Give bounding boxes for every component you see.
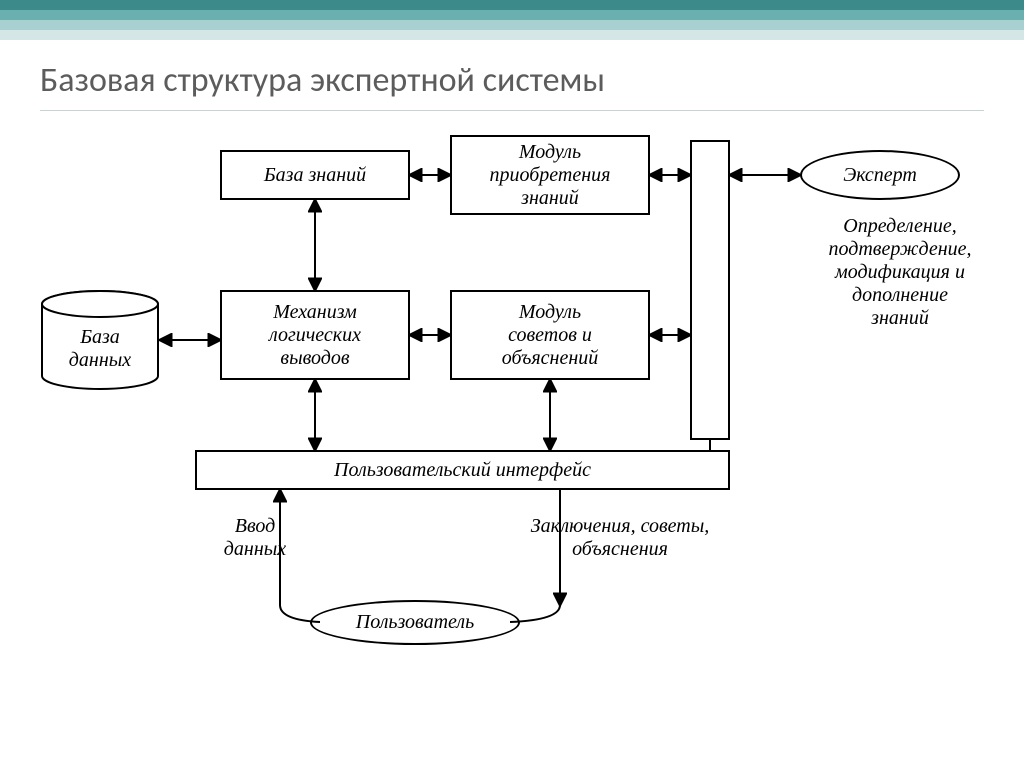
title-underline <box>40 110 984 111</box>
node-junction <box>690 140 730 440</box>
node-user: Пользователь <box>310 600 520 645</box>
header-stripes <box>0 0 1024 40</box>
stripe <box>0 10 1024 20</box>
node-label: Базаданных <box>46 326 154 372</box>
stripe <box>0 20 1024 30</box>
node-label: База знаний <box>264 164 366 187</box>
stripe <box>0 0 1024 10</box>
stripe <box>0 30 1024 40</box>
node-user-interface: Пользовательский интерфейс <box>195 450 730 490</box>
node-label: Механизмлогическихвыводов <box>269 301 361 370</box>
note-expert: Определение,подтверждение,модификация ид… <box>800 215 1000 330</box>
diagram-canvas: Базаданных База знаний Модульприобретени… <box>0 120 1024 720</box>
node-label: Модульприобретениязнаний <box>490 141 611 210</box>
node-expert: Эксперт <box>800 150 960 200</box>
node-knowledge-base: База знаний <box>220 150 410 200</box>
node-label: Модульсоветов иобъяснений <box>502 301 599 370</box>
slide-title: Базовая структура экспертной системы <box>40 60 605 101</box>
node-advice-module: Модульсоветов иобъяснений <box>450 290 650 380</box>
node-label: Пользователь <box>356 611 475 634</box>
note-input: Вводданных <box>200 515 310 561</box>
node-label: Эксперт <box>843 164 917 187</box>
node-database: Базаданных <box>40 290 160 390</box>
node-acquisition-module: Модульприобретениязнаний <box>450 135 650 215</box>
node-inference-engine: Механизмлогическихвыводов <box>220 290 410 380</box>
node-label: Пользовательский интерфейс <box>334 459 591 482</box>
note-output: Заключения, советы,объяснения <box>495 515 745 561</box>
